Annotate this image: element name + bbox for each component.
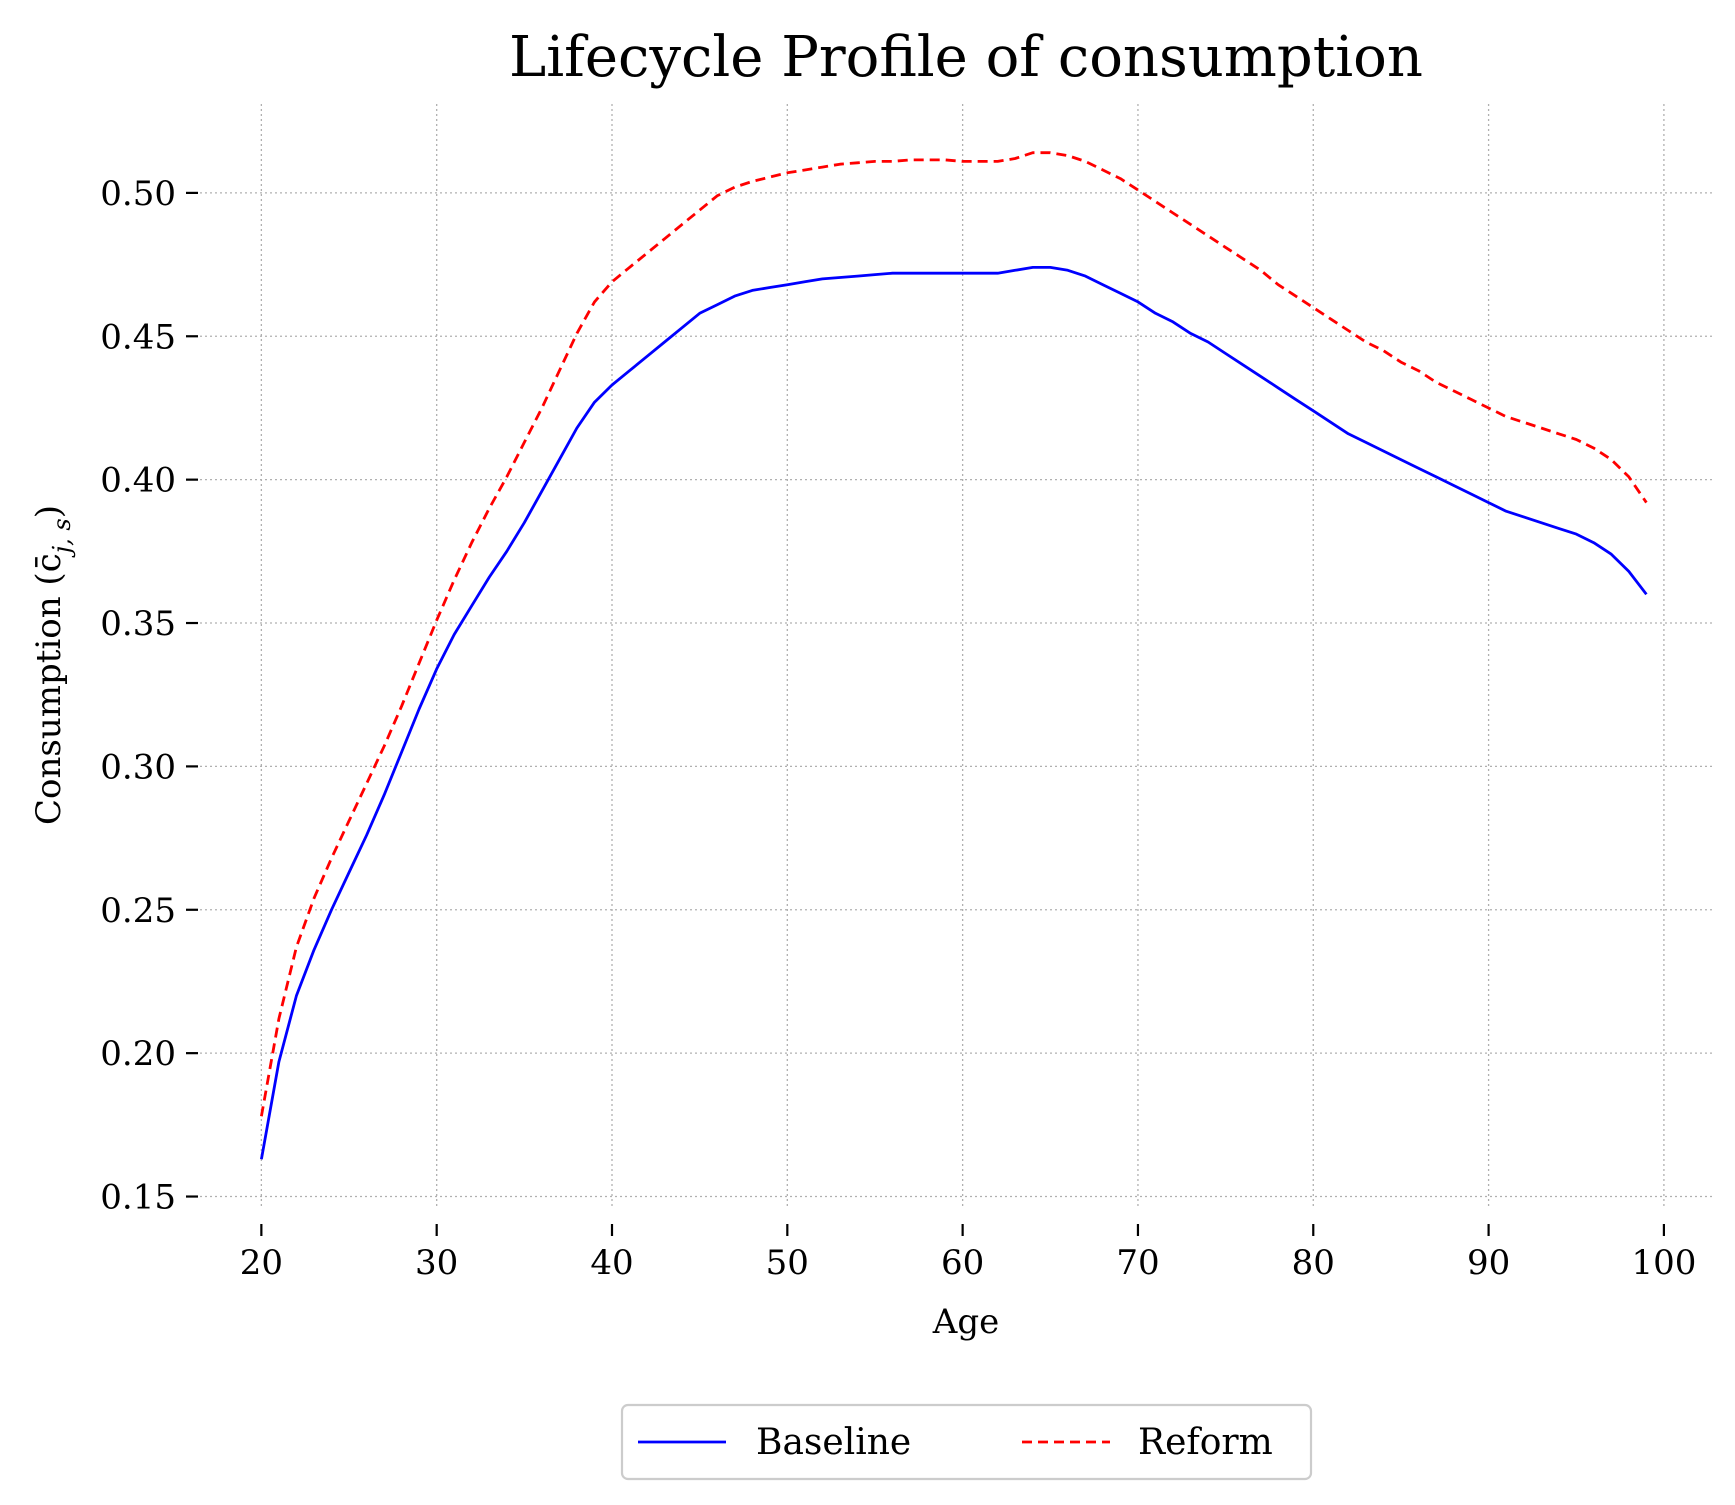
x-tick-label: 60 xyxy=(941,1243,984,1283)
chart-title: Lifecycle Profile of consumption xyxy=(509,25,1423,90)
x-tick-label: 70 xyxy=(1116,1243,1159,1283)
x-tick-label: 20 xyxy=(240,1243,283,1283)
series-line-reform xyxy=(260,151,1648,1117)
legend: Baseline Reform xyxy=(620,1403,1313,1481)
y-axis-label: Consumption (c̄j, s) xyxy=(29,505,76,825)
legend-label-baseline: Baseline xyxy=(756,1422,911,1463)
x-axis-label: Age xyxy=(932,1302,999,1342)
x-tick-label: 30 xyxy=(415,1243,458,1283)
legend-frame xyxy=(620,1403,1313,1481)
x-tick-label: 50 xyxy=(766,1243,809,1283)
series-layer xyxy=(260,151,1648,1160)
y-tick-label: 0.15 xyxy=(100,1178,176,1218)
y-tick-label: 0.40 xyxy=(100,461,176,501)
x-tick-label: 100 xyxy=(1631,1243,1696,1283)
tick-layer: 20 30 40 50 60 70 80 90 100 0.15 0.20 0.25 0.30 0.35 0… xyxy=(100,174,1696,1283)
x-tick-label: 80 xyxy=(1292,1243,1335,1283)
y-tick-label: 0.30 xyxy=(100,747,176,787)
grid-layer xyxy=(200,104,1713,1208)
legend-label-reform: Reform xyxy=(1138,1422,1273,1463)
y-axis-label-main: Consumption (c̄ xyxy=(29,553,69,825)
y-axis-label-subscript: j, s xyxy=(48,518,76,558)
y-tick-label: 0.50 xyxy=(100,174,176,214)
x-tick-label: 90 xyxy=(1467,1243,1510,1283)
series-line-baseline xyxy=(260,265,1648,1160)
y-tick-label: 0.20 xyxy=(100,1034,176,1074)
x-tick-label: 40 xyxy=(590,1243,633,1283)
y-axis-label-close: ) xyxy=(29,505,69,518)
y-tick-label: 0.35 xyxy=(100,604,176,644)
y-tick-label: 0.25 xyxy=(100,891,176,931)
y-tick-label: 0.45 xyxy=(100,317,176,357)
